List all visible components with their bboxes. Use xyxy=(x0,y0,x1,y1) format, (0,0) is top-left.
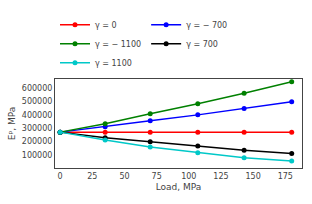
svg-text:175: 175 xyxy=(278,172,293,181)
svg-text:0: 0 xyxy=(58,172,63,181)
svg-text:400000: 400000 xyxy=(22,111,53,120)
svg-text:75: 75 xyxy=(152,172,162,181)
svg-text:150: 150 xyxy=(245,172,260,181)
svg-text:100000: 100000 xyxy=(22,151,53,160)
svg-text:200000: 200000 xyxy=(22,137,53,146)
svg-text:500000: 500000 xyxy=(22,97,53,106)
svg-text:Eᵖ, MPa: Eᵖ, MPa xyxy=(7,107,17,141)
svg-text:125: 125 xyxy=(213,172,228,181)
svg-text:Load, MPa: Load, MPa xyxy=(156,182,202,192)
svg-text:γ = − 1100: γ = − 1100 xyxy=(95,40,141,49)
svg-text:γ = 1100: γ = 1100 xyxy=(95,59,132,68)
svg-text:γ = 700: γ = 700 xyxy=(186,40,218,49)
svg-text:100: 100 xyxy=(181,172,196,181)
svg-text:25: 25 xyxy=(87,172,97,181)
svg-text:γ = 0: γ = 0 xyxy=(95,21,117,30)
svg-text:600000: 600000 xyxy=(22,84,53,93)
svg-text:50: 50 xyxy=(119,172,129,181)
svg-text:γ = − 700: γ = − 700 xyxy=(186,21,227,30)
svg-text:300000: 300000 xyxy=(22,124,53,133)
